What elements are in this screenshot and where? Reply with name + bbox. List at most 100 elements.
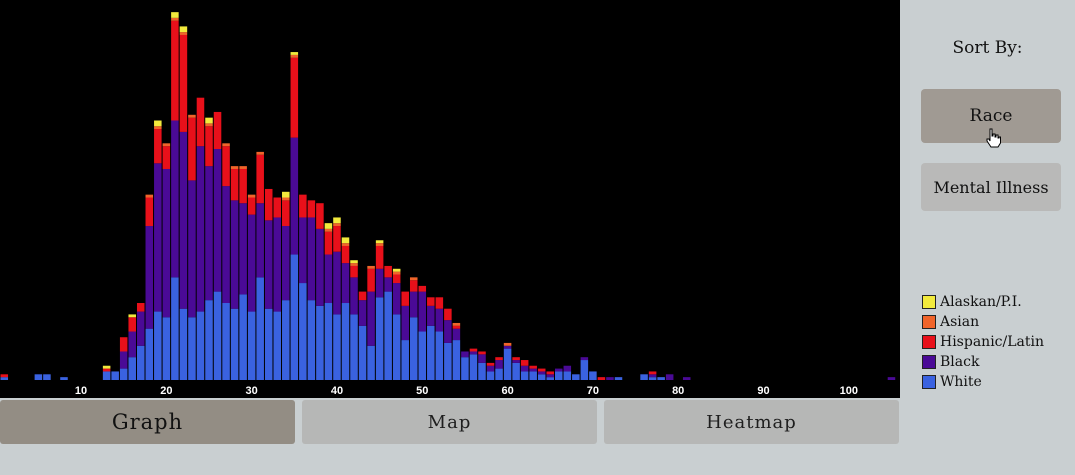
bar-segment-hispanic-latin <box>145 197 154 227</box>
bar-segment-asian <box>503 342 512 346</box>
bar-segment-black <box>145 226 154 329</box>
legend-label: Hispanic/Latin <box>940 334 1044 350</box>
chart-legend: Alaskan/P.I. Asian Hispanic/Latin Black … <box>922 292 1044 392</box>
bar-segment-hispanic-latin <box>273 197 282 218</box>
bar-segment-black <box>136 311 145 346</box>
bar-segment-white <box>247 311 256 380</box>
bar-segment-white <box>316 305 324 380</box>
bar-segment-white <box>537 374 546 380</box>
sort-sidebar: Sort By: Race Mental Illness <box>900 0 1075 475</box>
bar-segment-black <box>290 137 299 255</box>
bar-segment-black <box>358 300 367 326</box>
bar-segment-black <box>478 354 486 363</box>
bar-segment-hispanic-latin <box>264 188 273 221</box>
sort-mental-illness-button[interactable]: Mental Illness <box>921 163 1061 211</box>
bar-segment-hispanic-latin <box>520 360 529 366</box>
bar-segment-black <box>205 166 213 301</box>
bar-segment-black <box>282 226 290 301</box>
bar-segment-hispanic-latin <box>299 194 307 218</box>
bar-segment-hispanic-latin <box>418 285 427 292</box>
bar-segment-hispanic-latin <box>444 308 452 321</box>
bar-segment-white <box>290 254 299 380</box>
legend-item: Alaskan/P.I. <box>922 292 1044 312</box>
bar-segment-white <box>282 300 290 380</box>
bar-segment-white <box>503 348 512 380</box>
bar-segment-hispanic-latin <box>102 368 111 372</box>
bar-segment-white <box>469 354 478 380</box>
bar-segment-black <box>375 268 384 298</box>
bar-segment-hispanic-latin <box>427 297 435 306</box>
bar-segment-white <box>307 300 316 380</box>
bar-segment-white <box>350 314 358 380</box>
bar-segment-white <box>205 300 213 380</box>
x-tick-label: 50 <box>416 385 428 397</box>
bar-segment-hispanic-latin <box>162 146 171 169</box>
bar-segment-alaskan-p-i <box>154 120 162 127</box>
bar-segment-black <box>299 217 307 284</box>
bar-segment-hispanic-latin <box>213 111 222 150</box>
bar-segment-alaskan-p-i <box>205 117 213 124</box>
tab-graph[interactable]: Graph <box>0 400 295 444</box>
bar-segment-white <box>154 311 162 380</box>
bar-segment-black <box>401 305 409 341</box>
bar-segment-hispanic-latin <box>375 245 384 269</box>
bar-segment-white <box>324 303 333 380</box>
bar-segment-asian <box>350 263 358 266</box>
bar-segment-white <box>102 371 111 380</box>
bar-segment-black <box>154 163 162 312</box>
bar-segment-asian <box>290 54 299 58</box>
bar-segment-black <box>512 360 520 363</box>
bar-segment-black <box>648 374 657 378</box>
bar-segment-white <box>444 342 452 380</box>
bar-segment-black <box>316 228 324 306</box>
tab-map[interactable]: Map <box>302 400 597 444</box>
legend-item: Black <box>922 352 1044 372</box>
bar-segment-black <box>682 377 691 380</box>
bar-segment-white <box>0 377 9 380</box>
tab-heatmap[interactable]: Heatmap <box>604 400 899 444</box>
bar-segment-white <box>452 340 461 380</box>
bar-segment-white <box>273 311 282 380</box>
bar-segment-white <box>230 308 239 380</box>
legend-swatch <box>922 335 936 349</box>
bar-segment-white <box>162 317 171 380</box>
bar-segment-hispanic-latin <box>188 117 196 181</box>
bar-segment-black <box>179 131 188 309</box>
bar-segment-hispanic-latin <box>435 297 444 309</box>
bar-segment-black <box>162 168 171 318</box>
bar-segment-asian <box>409 277 418 281</box>
bar-segment-black <box>324 254 333 304</box>
bar-segment-black <box>256 203 264 278</box>
bar-segment-asian <box>205 123 213 127</box>
bar-segment-white <box>520 371 529 380</box>
bar-segment-white <box>239 294 247 380</box>
bar-segment-black <box>350 277 358 315</box>
bar-segment-asian <box>171 17 179 21</box>
bar-segment-hispanic-latin <box>307 200 316 218</box>
bar-segment-alaskan-p-i <box>324 223 333 229</box>
bar-segment-white <box>358 325 367 380</box>
bar-segment-white <box>555 371 563 380</box>
legend-label: White <box>940 374 982 390</box>
bar-segment-hispanic-latin <box>469 348 478 352</box>
bar-segment-asian <box>375 243 384 246</box>
legend-label: Black <box>940 354 980 370</box>
bar-segment-hispanic-latin <box>537 368 546 372</box>
bar-segment-black <box>444 320 452 343</box>
bar-segment-hispanic-latin <box>478 351 486 355</box>
bar-segment-white <box>299 283 307 380</box>
bar-segment-white <box>171 277 179 380</box>
bar-segment-asian <box>341 243 350 246</box>
bar-segment-hispanic-latin <box>350 265 358 278</box>
legend-swatch <box>922 355 936 369</box>
bar-segment-hispanic-latin <box>247 197 256 215</box>
bar-segment-hispanic-latin <box>196 97 205 147</box>
bar-segment-hispanic-latin <box>486 362 495 366</box>
bar-segment-white <box>384 291 392 380</box>
bar-segment-white <box>648 377 657 380</box>
bar-segment-white <box>128 357 136 380</box>
legend-item: Hispanic/Latin <box>922 332 1044 352</box>
bar-segment-black <box>333 251 341 315</box>
bar-segment-black <box>469 351 478 355</box>
bar-segment-alaskan-p-i <box>179 26 188 33</box>
